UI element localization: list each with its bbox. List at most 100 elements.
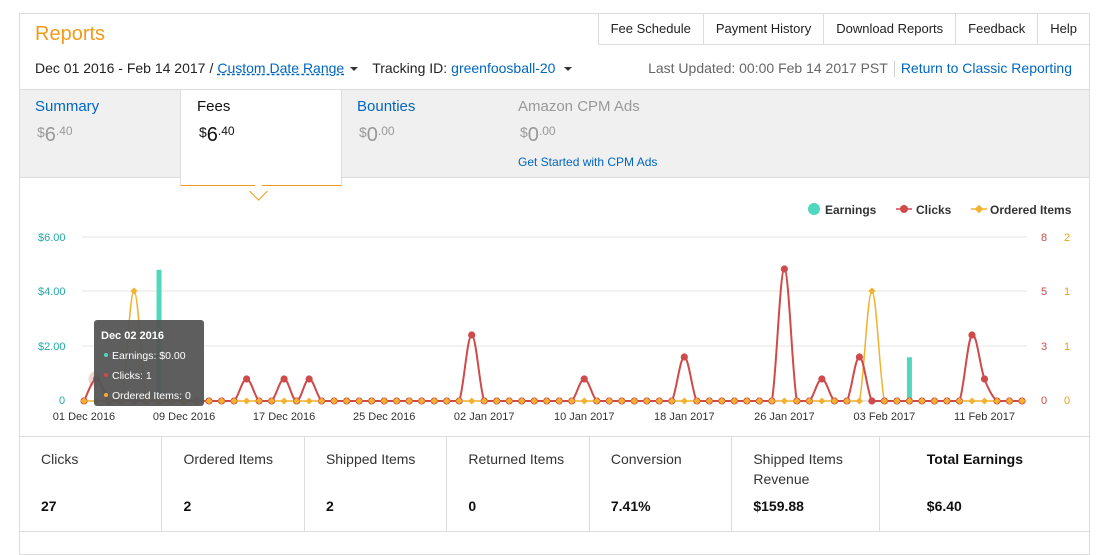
cpm-get-started-link[interactable]: Get Started with CPM Ads bbox=[518, 155, 658, 169]
ordered-items-point bbox=[905, 397, 913, 405]
y-tick: 0 bbox=[59, 395, 65, 407]
stat-label: Shipped Items bbox=[325, 451, 416, 467]
earnings-chart: Earnings Clicks Ordered Items $6.00 $4.0… bbox=[20, 177, 1089, 435]
ordered-items-point bbox=[680, 397, 688, 405]
tooltip-earnings-dot bbox=[104, 353, 108, 357]
legend-clicks-icon bbox=[900, 205, 908, 213]
reports-panel: Reports Fee Schedule Payment History Dow… bbox=[19, 13, 1090, 555]
legend-clicks-label: Clicks bbox=[916, 203, 952, 217]
x-tick: 11 Feb 2017 bbox=[954, 411, 1015, 423]
legend-earnings-icon bbox=[808, 203, 820, 215]
clicks-point bbox=[580, 375, 588, 383]
tooltip-title: Dec 02 2016 bbox=[101, 330, 164, 342]
last-updated: Last Updated: 00:00 Feb 14 2017 PST Retur… bbox=[648, 60, 1072, 78]
ordered-items-point bbox=[418, 397, 426, 405]
ordered-items-point bbox=[730, 397, 738, 405]
legend-earnings-label: Earnings bbox=[825, 203, 877, 217]
ordered-items-point bbox=[493, 397, 501, 405]
stat-conversion: Conversion 7.41% bbox=[590, 437, 733, 531]
tooltip-ordered-dot bbox=[104, 393, 108, 397]
ordered-items-point bbox=[393, 397, 401, 405]
x-tick: 01 Dec 2016 bbox=[53, 411, 115, 423]
tooltip-ordered: Ordered Items: 0 bbox=[112, 390, 191, 402]
y-tick: $2.00 bbox=[38, 341, 66, 353]
clicks-point bbox=[680, 353, 688, 361]
ordered-items-point bbox=[505, 397, 513, 405]
feedback-link[interactable]: Feedback bbox=[955, 13, 1039, 45]
custom-date-range-dropdown[interactable]: Custom Date Range bbox=[217, 60, 359, 76]
ordered-items-point bbox=[918, 397, 926, 405]
y-tick: 2 bbox=[1064, 232, 1070, 244]
clicks-point bbox=[868, 397, 876, 405]
stat-label: Clicks bbox=[41, 451, 79, 467]
clicks-point bbox=[968, 331, 976, 339]
stat-label: Ordered Items bbox=[183, 451, 273, 467]
ordered-items-point bbox=[818, 397, 826, 405]
ordered-items-point bbox=[355, 397, 363, 405]
stat-label: Conversion bbox=[610, 451, 682, 467]
clicks-point bbox=[855, 353, 864, 361]
page-title: Reports bbox=[35, 23, 106, 45]
chart-tooltip: Dec 02 2016 Earnings: $0.00 Clicks: 1 Or… bbox=[94, 320, 204, 406]
download-reports-link[interactable]: Download Reports bbox=[823, 13, 957, 45]
ordered-items-point bbox=[830, 397, 838, 405]
ordered-items-point bbox=[405, 397, 413, 405]
ordered-items-point bbox=[555, 397, 563, 405]
ordered-items-point bbox=[593, 397, 601, 405]
chevron-down-icon bbox=[350, 67, 359, 72]
ordered-items-point bbox=[943, 397, 951, 405]
stat-value: 7.41% bbox=[610, 498, 651, 514]
date-range-row: Dec 01 2016 - Feb 14 2017 / Custom Date … bbox=[35, 60, 573, 76]
ordered-items-point bbox=[843, 397, 851, 405]
tracking-id-dropdown[interactable]: greenfoosball-20 bbox=[451, 60, 573, 76]
ordered-items-point bbox=[768, 397, 776, 405]
tab-fees[interactable]: Fees $6.40 bbox=[180, 89, 342, 186]
ordered-items-point bbox=[343, 397, 351, 405]
fee-schedule-link[interactable]: Fee Schedule bbox=[597, 13, 704, 45]
y-tick: 1 bbox=[1064, 286, 1070, 298]
tab-summary[interactable]: Summary $6.40 bbox=[35, 90, 175, 177]
tab-cpm-ads[interactable]: Amazon CPM Ads $0.00 Get Started with CP… bbox=[518, 90, 718, 177]
stat-total-earnings: Total Earnings $6.40 bbox=[880, 437, 1089, 531]
ordered-items-point bbox=[430, 397, 438, 405]
clicks-point bbox=[242, 375, 251, 383]
y-tick: 3 bbox=[1041, 341, 1047, 353]
ordered-items-point bbox=[455, 397, 463, 405]
ordered-items-point bbox=[743, 397, 751, 405]
divider bbox=[893, 61, 895, 78]
ordered-items-point bbox=[280, 397, 288, 405]
stat-shipped-revenue: Shipped Items Revenue $159.88 bbox=[732, 437, 880, 531]
ordered-items-point bbox=[468, 397, 476, 405]
y-axis-left: $6.00 $4.00 $2.00 0 bbox=[38, 232, 66, 407]
payment-history-link[interactable]: Payment History bbox=[702, 13, 825, 45]
ordered-items-point bbox=[968, 397, 976, 405]
stat-value: $159.88 bbox=[753, 498, 804, 514]
stat-value: $6.40 bbox=[926, 498, 962, 514]
ordered-items-point bbox=[668, 397, 676, 405]
tab-bounties[interactable]: Bounties $0.00 bbox=[357, 90, 497, 177]
help-link[interactable]: Help bbox=[1037, 13, 1090, 45]
ordered-items-point bbox=[705, 397, 713, 405]
gridlines bbox=[82, 236, 1027, 402]
ordered-items-point bbox=[693, 397, 701, 405]
ordered-items-point bbox=[780, 397, 788, 405]
stat-value: 2 bbox=[183, 498, 192, 514]
ordered-items-point bbox=[305, 397, 313, 405]
classic-reporting-link[interactable]: Return to Classic Reporting bbox=[900, 60, 1072, 76]
y-tick: 0 bbox=[1064, 395, 1070, 407]
chevron-down-icon bbox=[564, 67, 573, 72]
ordered-items-point bbox=[1005, 397, 1014, 405]
ordered-items-point bbox=[318, 397, 326, 405]
stat-ordered-items: Ordered Items 2 bbox=[162, 437, 305, 531]
stat-label: Returned Items bbox=[468, 451, 565, 467]
tab-summary-label: Summary bbox=[35, 98, 100, 115]
y-axis-ordered: 2 1 1 0 bbox=[1064, 232, 1070, 407]
date-range-separator: / bbox=[209, 60, 214, 76]
ordered-items-point bbox=[605, 397, 613, 405]
x-tick: 18 Jan 2017 bbox=[654, 411, 715, 423]
tooltip-earnings: Earnings: $0.00 bbox=[112, 350, 186, 362]
ordered-items-point bbox=[793, 397, 801, 405]
last-updated-text: Last Updated: 00:00 Feb 14 2017 PST bbox=[648, 60, 888, 76]
ordered-items-point bbox=[205, 397, 213, 405]
tab-fees-value: $6.40 bbox=[199, 124, 235, 146]
